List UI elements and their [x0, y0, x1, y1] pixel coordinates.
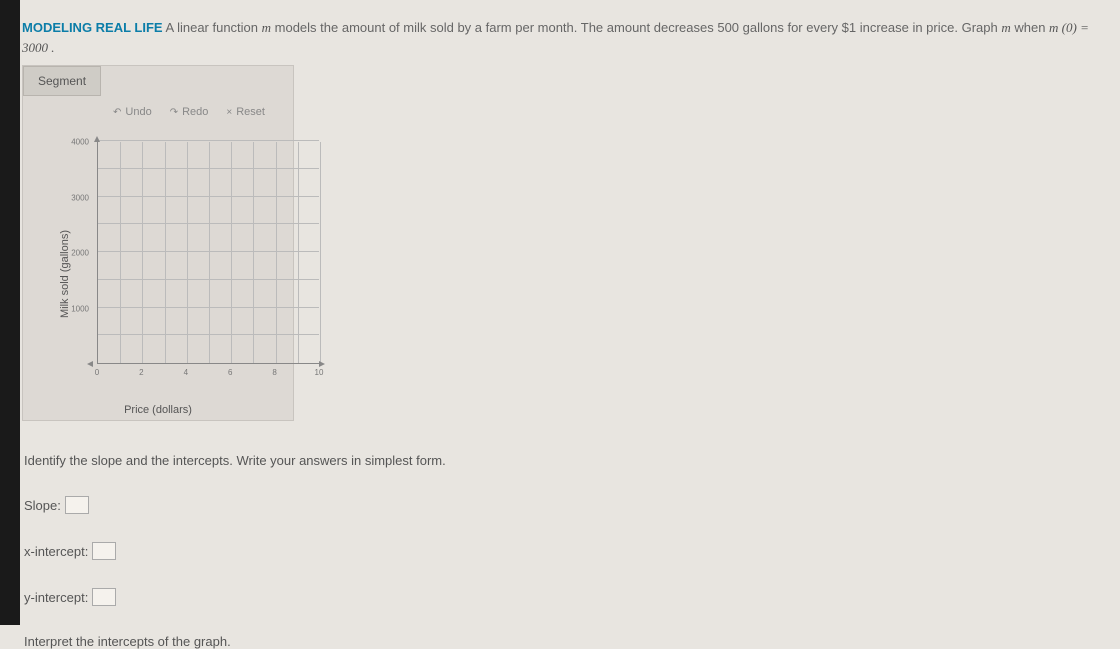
graph-area[interactable]: Milk sold (gallons) 1000 2000 3000 4000 0 2 4 6…	[23, 128, 293, 420]
grid-h	[98, 196, 319, 197]
heading-text-3: when	[1011, 20, 1049, 35]
slope-row: Slope:	[24, 496, 1098, 514]
x-intercept-input[interactable]	[92, 542, 116, 560]
slope-label: Slope:	[24, 498, 61, 513]
grid-v	[298, 142, 299, 363]
grid-v	[120, 142, 121, 363]
grid-v	[142, 142, 143, 363]
reset-icon: ×	[226, 107, 232, 118]
grid-v	[165, 142, 166, 363]
heading-text-2: models the amount of milk sold by a farm…	[271, 20, 1001, 35]
y-tick: 2000	[71, 249, 89, 258]
x-tick: 10	[315, 368, 324, 377]
x-tick: 4	[184, 368, 188, 377]
y-intercept-label: y-intercept:	[24, 590, 88, 605]
grid-h	[98, 223, 319, 224]
grid-v	[320, 142, 321, 363]
grid-v	[187, 142, 188, 363]
y-axis-arrow	[94, 136, 100, 142]
interpret-instruction: Interpret the intercepts of the graph.	[24, 634, 1098, 649]
x-axis-arrow-left	[87, 361, 93, 367]
grid	[97, 142, 319, 364]
redo-label: Redo	[182, 106, 208, 118]
left-gutter	[0, 0, 20, 625]
var-m-2: m	[1001, 20, 1010, 35]
redo-icon: ↷	[170, 107, 178, 118]
slope-input[interactable]	[65, 496, 89, 514]
var-m-1: m	[262, 20, 271, 35]
question-section: Identify the slope and the intercepts. W…	[22, 421, 1098, 649]
identify-instruction: Identify the slope and the intercepts. W…	[24, 453, 1098, 468]
undo-icon: ↶	[113, 107, 121, 118]
toolbar: ↶ Undo ↷ Redo × Reset	[23, 96, 293, 128]
undo-button[interactable]: ↶ Undo	[113, 106, 152, 118]
y-axis-label: Milk sold (gallons)	[59, 230, 71, 318]
x-tick: 6	[228, 368, 232, 377]
grid-h	[98, 140, 319, 141]
page-content: MODELING REAL LIFE A linear function m m…	[0, 0, 1120, 649]
grid-v	[231, 142, 232, 363]
heading-text-1: A linear function	[166, 20, 262, 35]
y-tick: 3000	[71, 193, 89, 202]
reset-label: Reset	[236, 106, 265, 118]
x-axis-arrow	[319, 361, 325, 367]
y-tick: 1000	[71, 304, 89, 313]
problem-statement: MODELING REAL LIFE A linear function m m…	[22, 18, 1098, 57]
y-tick: 4000	[71, 138, 89, 147]
redo-button[interactable]: ↷ Redo	[170, 106, 209, 118]
grid-h	[98, 279, 319, 280]
grid-v	[253, 142, 254, 363]
grid-h	[98, 334, 319, 335]
plot: 10002000300040000246810	[85, 134, 315, 384]
x-axis-label: Price (dollars)	[23, 404, 293, 416]
x-intercept-label: x-intercept:	[24, 544, 88, 559]
x-tick: 2	[139, 368, 143, 377]
reset-button[interactable]: × Reset	[226, 106, 265, 118]
y-intercept-row: y-intercept:	[24, 588, 1098, 606]
grid-h	[98, 307, 319, 308]
segment-button[interactable]: Segment	[23, 66, 101, 96]
heading-label: MODELING REAL LIFE	[22, 20, 163, 35]
x-intercept-row: x-intercept:	[24, 542, 1098, 560]
x-tick: 8	[272, 368, 276, 377]
x-tick: 0	[95, 368, 99, 377]
grid-v	[276, 142, 277, 363]
undo-label: Undo	[125, 106, 151, 118]
grid-h	[98, 168, 319, 169]
grid-h	[98, 251, 319, 252]
grid-v	[209, 142, 210, 363]
y-intercept-input[interactable]	[92, 588, 116, 606]
graph-tool-panel: Segment ↶ Undo ↷ Redo × Reset Milk sold (ga…	[22, 65, 294, 421]
